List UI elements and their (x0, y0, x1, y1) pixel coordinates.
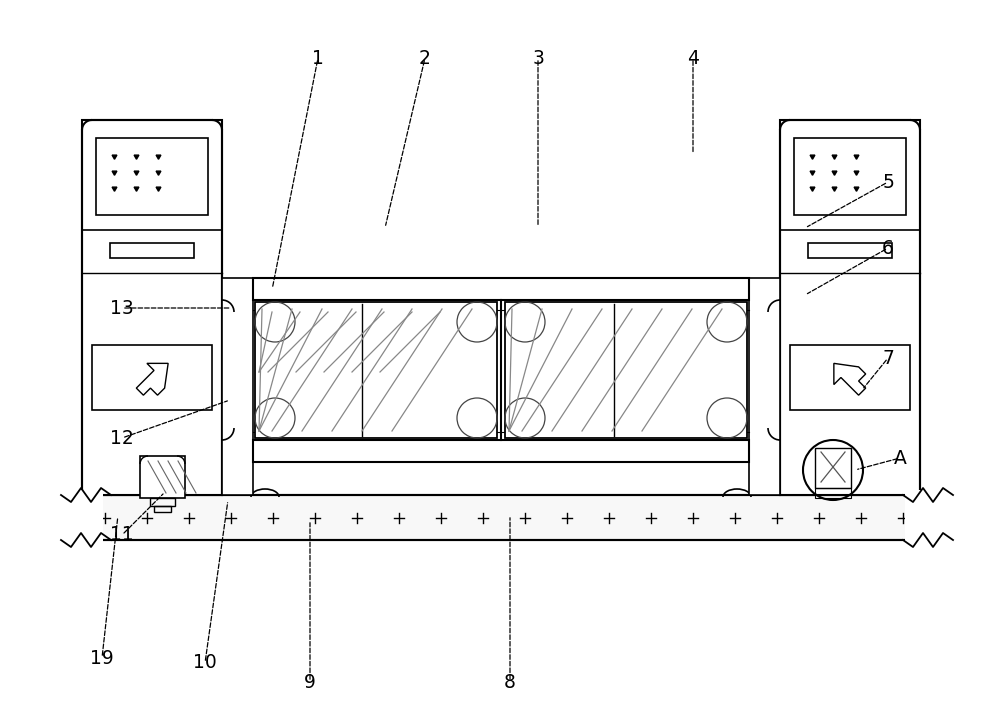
Bar (154, 506, 171, 512)
Text: 13: 13 (110, 298, 134, 318)
Text: 11: 11 (110, 526, 134, 544)
Bar (780, 120, 920, 495)
Text: 7: 7 (882, 349, 894, 367)
Text: A: A (894, 448, 906, 468)
Text: 4: 4 (687, 48, 699, 67)
Text: 2: 2 (419, 48, 431, 67)
Bar (110, 243, 194, 258)
Bar (505, 302, 747, 438)
Text: 6: 6 (882, 238, 894, 258)
Bar (93, 495, 915, 540)
Bar (815, 448, 851, 488)
Bar (253, 440, 749, 462)
Bar (808, 243, 892, 258)
Text: 19: 19 (90, 648, 114, 668)
Text: 3: 3 (532, 48, 544, 67)
Bar (905, 490, 1000, 545)
Text: 8: 8 (504, 672, 516, 692)
Bar (222, 278, 253, 495)
Bar (92, 345, 212, 410)
Text: 10: 10 (193, 653, 217, 672)
Bar (0, 490, 103, 545)
Text: 12: 12 (110, 428, 134, 448)
Bar (815, 488, 851, 498)
Text: 9: 9 (304, 672, 316, 692)
Bar (255, 302, 497, 438)
Bar (253, 278, 749, 300)
Bar (150, 498, 175, 506)
Bar (749, 278, 780, 495)
Bar (790, 345, 910, 410)
Polygon shape (834, 363, 866, 395)
Polygon shape (136, 363, 168, 395)
Text: 1: 1 (312, 48, 324, 67)
Bar (82, 120, 222, 495)
Bar (96, 138, 208, 215)
Bar (140, 456, 185, 498)
Bar (794, 138, 906, 215)
Text: 5: 5 (882, 173, 894, 191)
